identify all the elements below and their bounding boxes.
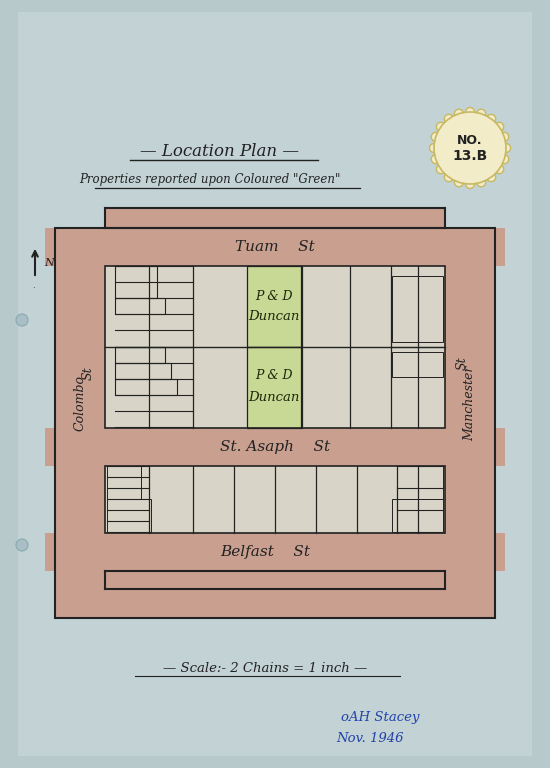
Text: P & D: P & D	[255, 290, 293, 303]
Text: St: St	[81, 366, 95, 380]
Text: 13.B: 13.B	[452, 149, 488, 163]
Text: Duncan: Duncan	[248, 391, 300, 404]
Circle shape	[430, 144, 438, 153]
Bar	[107, 466, 141, 499]
Bar	[55, 228, 495, 618]
Circle shape	[436, 164, 446, 174]
Bar	[115, 379, 177, 395]
Bar	[247, 347, 301, 428]
Bar	[45, 533, 505, 571]
Text: St. Asaph    St: St. Asaph St	[220, 440, 330, 454]
Circle shape	[477, 177, 486, 187]
Text: NO.: NO.	[457, 134, 483, 147]
Circle shape	[444, 114, 453, 124]
Bar	[397, 466, 443, 499]
Circle shape	[431, 154, 440, 164]
Bar	[392, 276, 443, 342]
Circle shape	[494, 164, 504, 174]
Bar	[105, 208, 445, 228]
Bar	[105, 571, 445, 589]
Circle shape	[16, 314, 28, 326]
Circle shape	[436, 122, 446, 131]
Bar	[115, 347, 165, 363]
Bar	[107, 499, 151, 532]
Text: .: .	[32, 282, 34, 290]
Text: Belfast    St: Belfast St	[220, 545, 310, 559]
Text: — Scale:- 2 Chains = 1 inch —: — Scale:- 2 Chains = 1 inch —	[163, 661, 367, 674]
Bar	[115, 298, 165, 314]
Text: Nov. 1946: Nov. 1946	[336, 731, 404, 744]
Bar	[45, 228, 505, 266]
Bar	[115, 363, 171, 379]
Circle shape	[502, 144, 510, 153]
Bar	[45, 428, 505, 466]
Circle shape	[16, 539, 28, 551]
Text: Tuam    St: Tuam St	[235, 240, 315, 254]
Circle shape	[500, 154, 509, 164]
Circle shape	[477, 109, 486, 118]
Circle shape	[465, 108, 475, 117]
Bar	[392, 499, 443, 532]
Circle shape	[500, 132, 509, 141]
Bar	[247, 266, 301, 347]
Circle shape	[444, 173, 453, 181]
Text: Properties reported upon Coloured "Green": Properties reported upon Coloured "Green…	[79, 174, 340, 187]
Text: N: N	[44, 258, 54, 268]
Text: — Location Plan —: — Location Plan —	[140, 144, 300, 161]
Circle shape	[465, 180, 475, 188]
Bar	[115, 266, 157, 298]
Circle shape	[487, 173, 496, 181]
Circle shape	[454, 177, 464, 187]
Circle shape	[487, 114, 496, 124]
Text: oAH Stacey: oAH Stacey	[341, 711, 419, 724]
Bar	[105, 466, 445, 533]
Bar	[55, 228, 105, 618]
Bar	[445, 228, 495, 618]
Circle shape	[454, 109, 464, 118]
Bar	[105, 266, 445, 428]
Text: Manchester: Manchester	[464, 366, 476, 441]
Bar	[392, 352, 443, 377]
Text: P & D: P & D	[255, 369, 293, 382]
Text: Duncan: Duncan	[248, 310, 300, 323]
Bar	[55, 228, 495, 618]
Text: Colombo: Colombo	[74, 375, 86, 431]
Bar	[105, 266, 445, 428]
Text: St: St	[455, 356, 469, 370]
Circle shape	[434, 112, 506, 184]
Bar	[105, 466, 445, 533]
Circle shape	[431, 132, 440, 141]
Circle shape	[494, 122, 504, 131]
